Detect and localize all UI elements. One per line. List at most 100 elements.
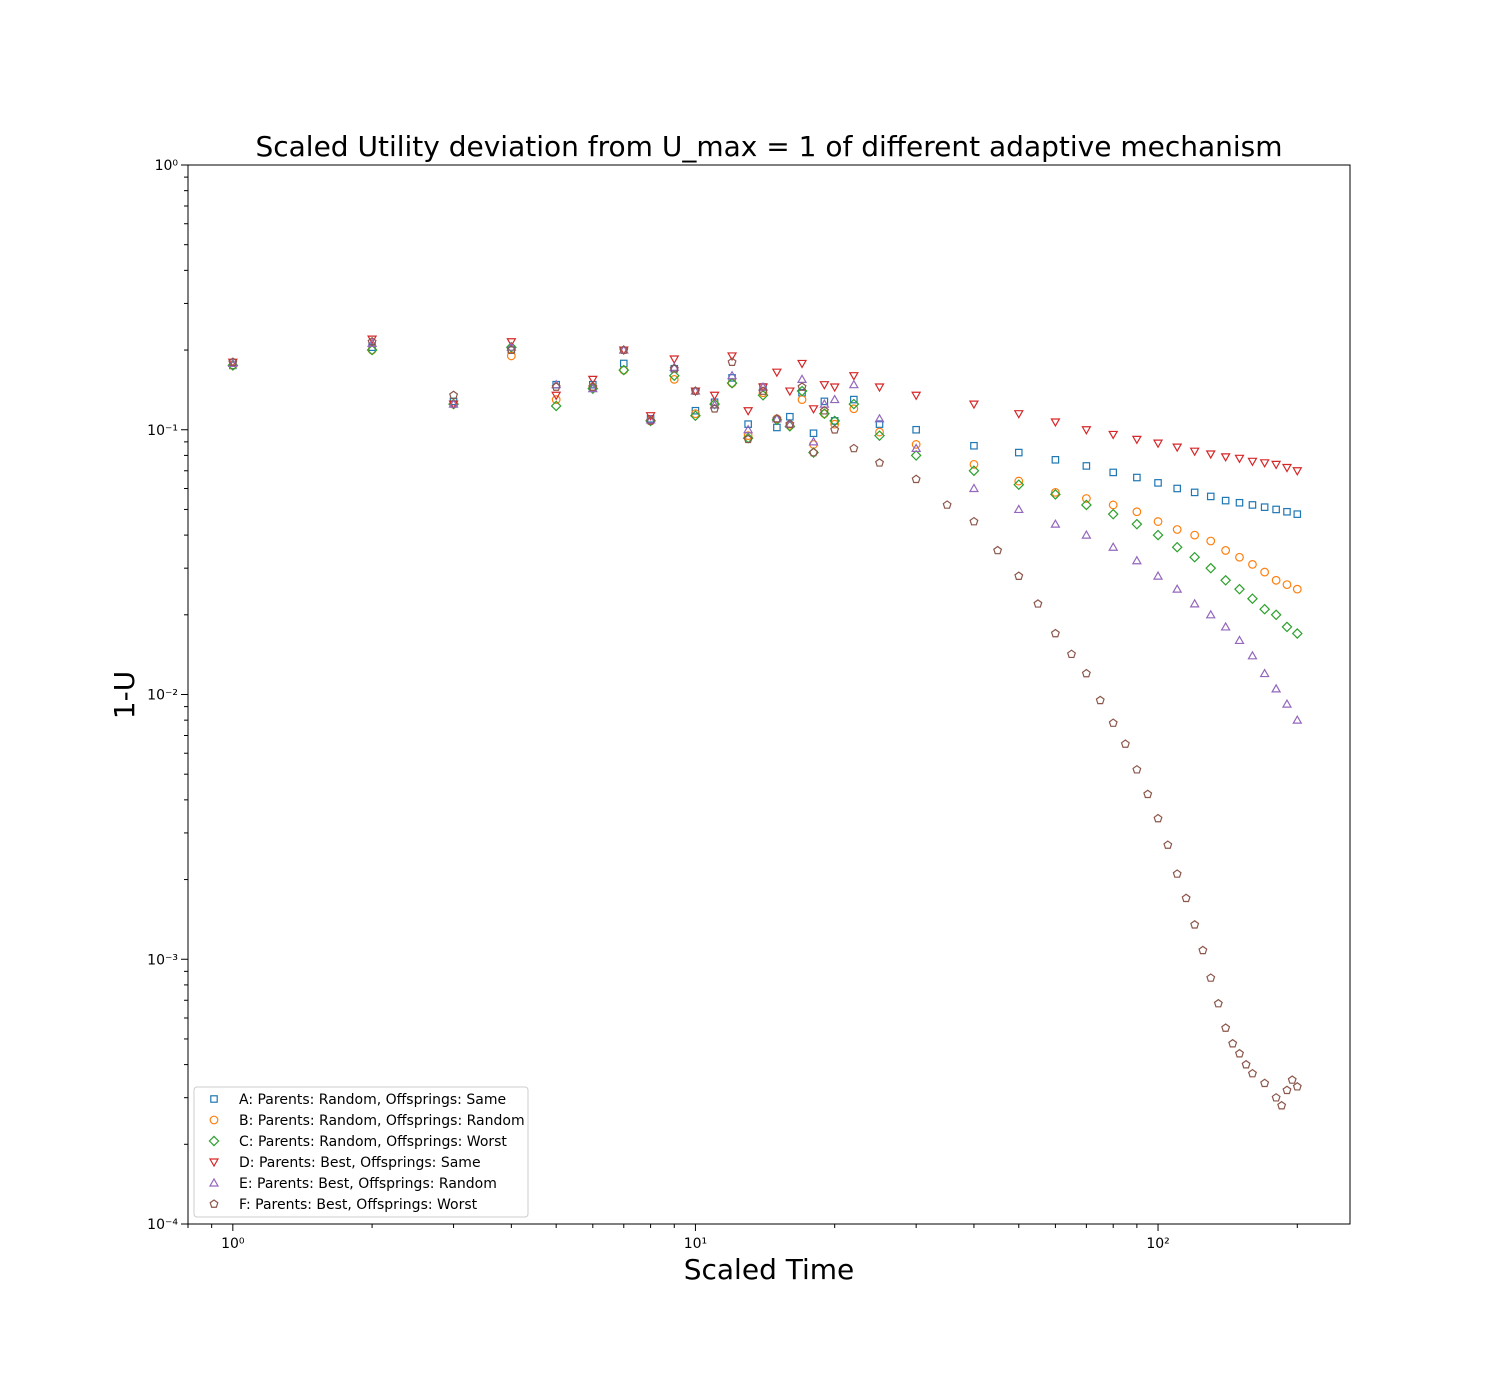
data-point — [1235, 498, 1244, 507]
data-point — [1050, 628, 1060, 638]
data-point — [1234, 583, 1245, 595]
data-point — [727, 370, 738, 380]
data-point — [1133, 473, 1141, 482]
data-point — [797, 374, 808, 383]
data-point — [551, 391, 562, 401]
series-6 — [228, 336, 1302, 1110]
data-point — [993, 545, 1003, 555]
data-point — [1050, 518, 1061, 528]
data-point — [848, 398, 860, 410]
legend-item: F: Parents: Best, Offsprings: Worst — [209, 1197, 478, 1213]
data-point — [771, 368, 782, 378]
data-point — [1260, 567, 1270, 577]
data-point — [1033, 599, 1043, 608]
data-point — [820, 397, 829, 406]
data-point — [228, 357, 238, 366]
legend-label: F: Parents: Best, Offsprings: Worst — [239, 1197, 478, 1213]
data-point — [797, 395, 807, 404]
data-point — [743, 431, 753, 441]
data-point — [1107, 508, 1119, 520]
data-point — [942, 500, 952, 509]
data-point — [1205, 450, 1216, 460]
series-4 — [227, 335, 1303, 476]
x-axis: 10⁰ 10¹ 10² — [187, 1224, 1298, 1252]
data-point — [1247, 457, 1258, 467]
data-point — [911, 443, 922, 453]
data-point — [1247, 1068, 1257, 1078]
data-point — [1282, 580, 1292, 590]
data-point — [829, 394, 840, 404]
data-point — [1281, 463, 1293, 473]
legend-item: D: Parents: Best, Offsprings: Same — [208, 1155, 481, 1171]
data-point — [449, 390, 459, 400]
plot-frame — [187, 164, 1351, 1225]
data-point — [691, 409, 700, 419]
data-point — [1293, 510, 1302, 518]
legend-marker — [208, 1135, 220, 1147]
data-point — [969, 459, 979, 469]
data-point — [710, 404, 720, 413]
data-point — [1220, 574, 1232, 586]
data-point — [669, 363, 679, 373]
data-point — [743, 407, 754, 416]
data-point — [1152, 570, 1164, 580]
data-point — [1189, 447, 1200, 457]
data-point — [1213, 998, 1223, 1008]
data-point — [849, 443, 859, 453]
data-point — [1221, 496, 1230, 505]
data-point — [1080, 499, 1092, 511]
data-point — [1241, 1059, 1251, 1069]
data-point — [1259, 459, 1270, 469]
data-point — [1131, 518, 1143, 530]
data-point — [618, 364, 630, 376]
data-point — [669, 355, 680, 365]
series-5 — [227, 338, 1303, 724]
data-point — [709, 398, 721, 410]
data-point — [785, 419, 795, 428]
data-point — [1190, 530, 1200, 540]
data-point — [1131, 435, 1142, 445]
data-point — [689, 410, 701, 422]
data-point — [1172, 443, 1183, 453]
data-point — [830, 419, 840, 429]
data-point — [1132, 507, 1142, 517]
data-point — [1270, 609, 1282, 621]
data-point — [1260, 1078, 1270, 1088]
data-point — [875, 427, 884, 437]
data-point — [551, 395, 561, 404]
y-axis-label: 1-U — [108, 671, 141, 719]
data-point — [690, 386, 700, 395]
data-point — [1181, 893, 1191, 903]
data-point — [1259, 668, 1270, 678]
data-point — [619, 345, 629, 354]
data-point — [829, 383, 840, 393]
data-point — [1051, 456, 1060, 464]
legend-label: C: Parents: Random, Offsprings: Worst — [239, 1134, 507, 1150]
data-point — [1206, 973, 1216, 982]
data-point — [1248, 501, 1257, 509]
y-tick-label: 10⁰ — [155, 158, 179, 174]
data-point — [1292, 584, 1302, 594]
data-point — [1190, 488, 1199, 497]
data-point — [588, 382, 598, 391]
data-point — [1173, 484, 1181, 493]
data-point — [1292, 714, 1303, 724]
data-point — [1272, 505, 1280, 514]
data-point — [367, 338, 378, 347]
y-tick-label: 10⁻² — [147, 688, 178, 704]
data-point — [1234, 1048, 1245, 1058]
data-point — [850, 395, 858, 404]
data-point — [1153, 813, 1163, 823]
data-point — [1095, 695, 1105, 705]
data-point — [1228, 1038, 1238, 1048]
data-point — [367, 336, 377, 346]
data-point — [1189, 551, 1201, 563]
data-point — [757, 381, 769, 391]
data-point — [1260, 503, 1269, 511]
data-point — [1190, 919, 1200, 929]
data-point — [1281, 698, 1293, 708]
data-point — [668, 370, 680, 382]
data-point — [875, 420, 884, 428]
data-point — [743, 434, 753, 444]
data-point — [808, 436, 819, 446]
